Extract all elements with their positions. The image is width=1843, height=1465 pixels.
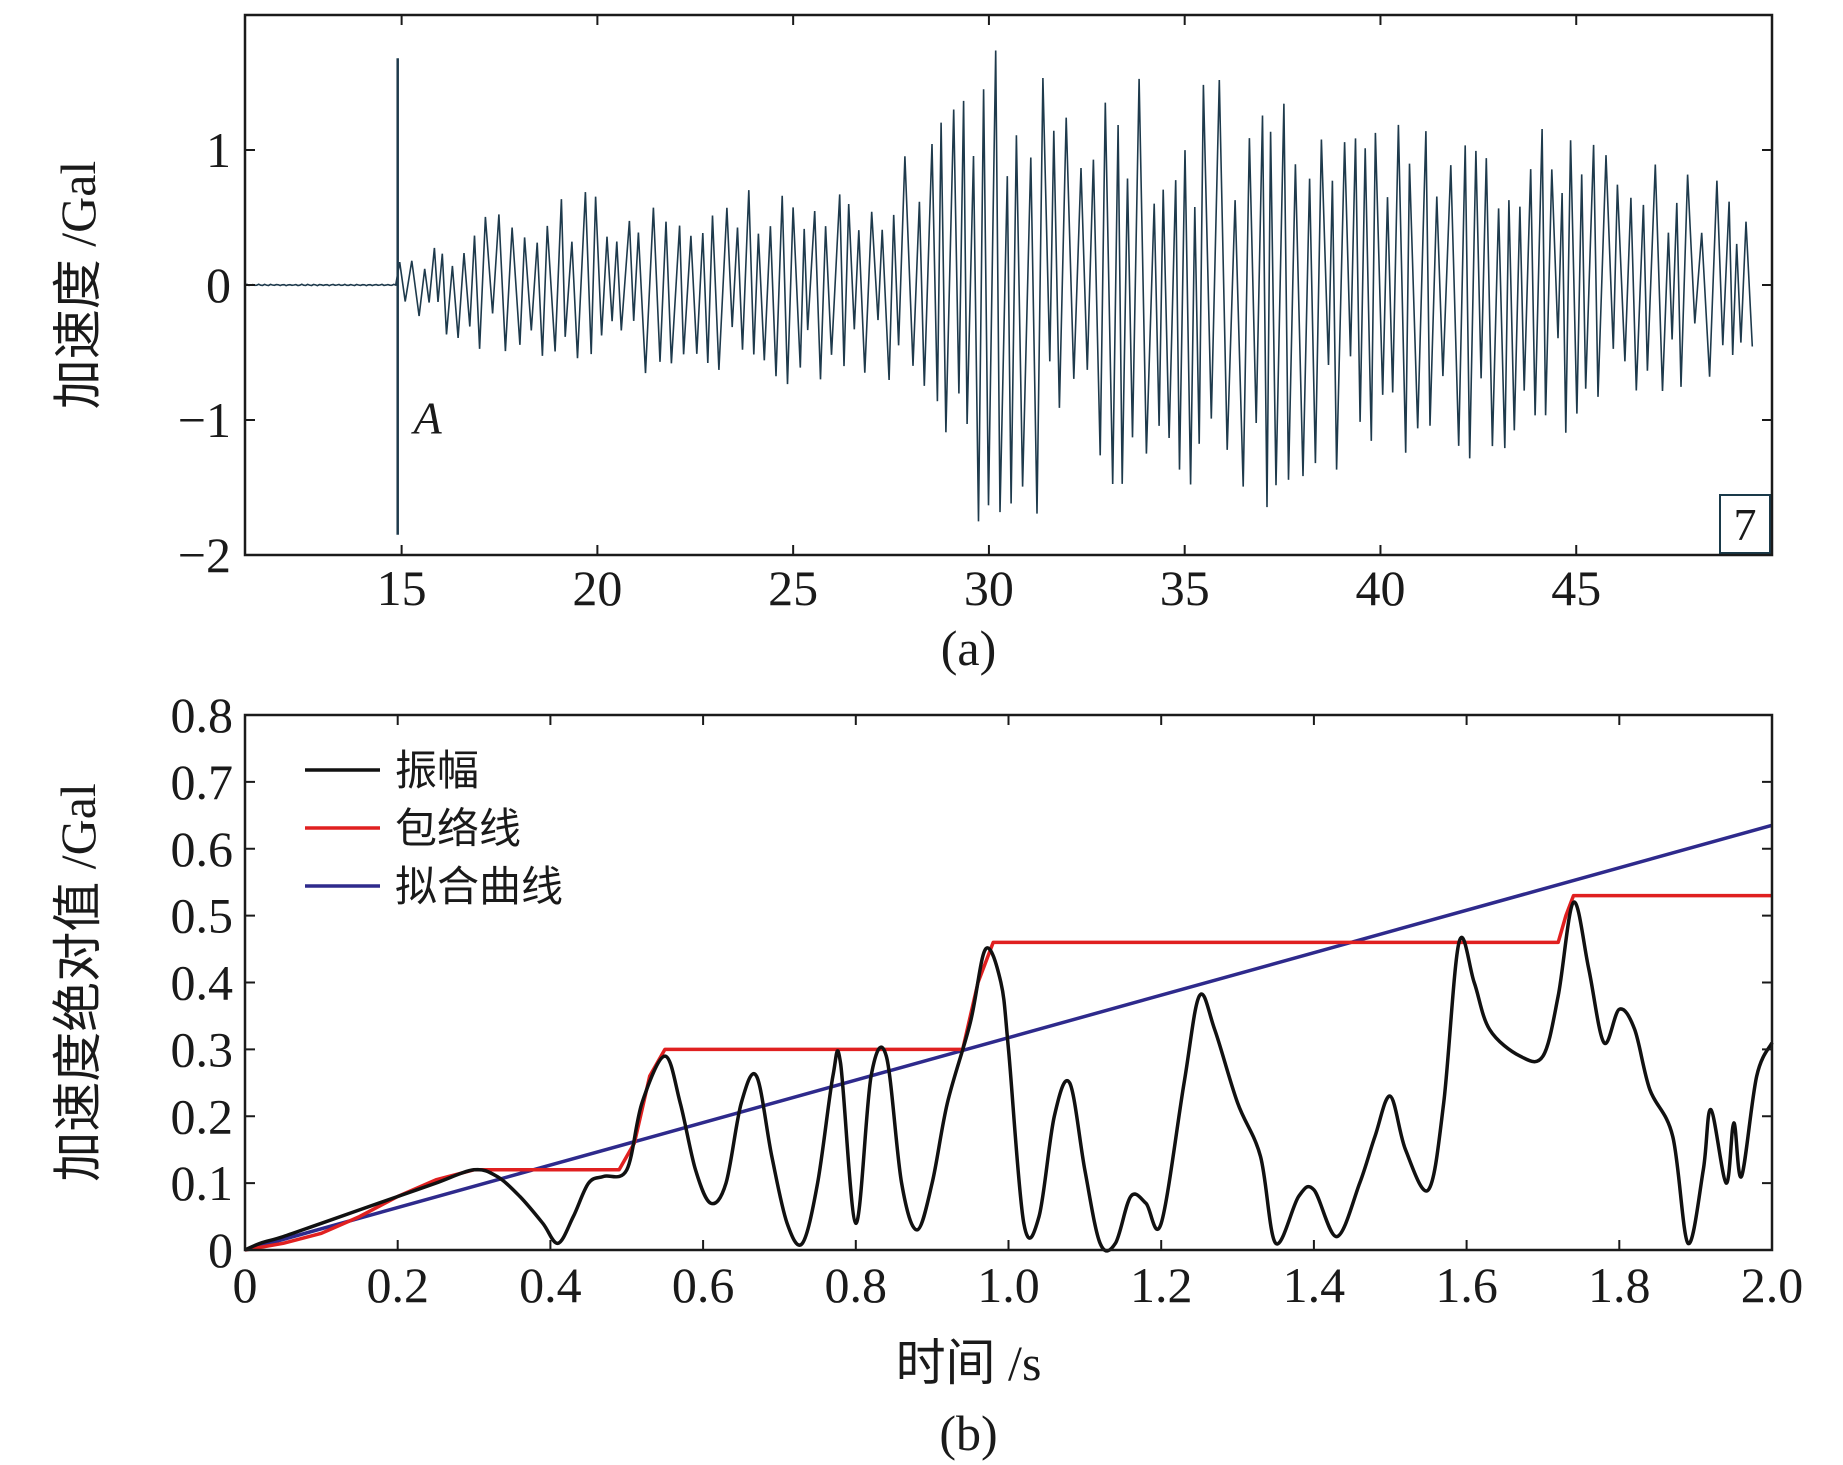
panel-b-x-tick-label: 1.0 — [977, 1257, 1040, 1313]
panel-b-series — [244, 823, 1774, 1253]
series-envelope-line — [244, 893, 1772, 1252]
panel-b-y-tick-label: 0.2 — [171, 1088, 234, 1144]
panel-a-box-label-text: 7 — [1734, 499, 1757, 550]
panel-b-x-tick-label: 0 — [233, 1257, 258, 1313]
panel-b-y-tick-label: 0 — [208, 1222, 233, 1278]
panel-a-y-tick-label: 1 — [206, 122, 231, 178]
panel-a-x-axis: 15 20 25 30 35 40 45 — [377, 15, 1601, 616]
panel-a-caption: (a) — [941, 620, 997, 676]
series-amplitude-line — [244, 900, 1774, 1253]
panel-b-x-tick-label: 0.4 — [519, 1257, 582, 1313]
panel-b-x-tick-label: 1.8 — [1588, 1257, 1651, 1313]
panel-a-y-axis-label: 加速度 /Gal — [50, 161, 106, 410]
panel-b-y-tick-label: 0.4 — [171, 955, 234, 1011]
panel-a-x-tick-label: 15 — [377, 560, 427, 616]
panel-a-box-label: 7 — [1719, 494, 1771, 554]
panel-b-caption: (b) — [939, 1405, 997, 1461]
legend-label-fitted-curve: 拟合曲线 — [395, 865, 563, 911]
panel-a-annotation-label: A — [411, 393, 443, 444]
panel-a-x-tick-label: 20 — [572, 560, 622, 616]
panel-b-x-tick-label: 0.6 — [672, 1257, 735, 1313]
panel-b-y-axis-label: 加速度绝对值 /Gal — [50, 783, 106, 1182]
panel-b-y-tick-label: 0.3 — [171, 1021, 234, 1077]
panel-a-y-tick-label: 0 — [206, 257, 231, 313]
panel-b-y-axis: 0 0.1 0.2 0.3 0.4 0.5 0.6 0.7 0.8 — [171, 687, 1772, 1278]
panel-a-y-axis: −2 −1 0 1 — [178, 122, 1772, 583]
panel-a-x-tick-label: 35 — [1160, 560, 1210, 616]
panel-b-y-tick-label: 0.6 — [171, 821, 234, 877]
panel-b-x-tick-label: 1.2 — [1130, 1257, 1193, 1313]
legend-label-amplitude: 振幅 — [395, 749, 479, 795]
panel-b-x-axis-label: 时间 /s — [896, 1335, 1042, 1391]
panel-a-signal-line — [244, 50, 1754, 522]
panel-a-x-tick-label: 30 — [964, 560, 1014, 616]
panel-a-y-tick-label: −1 — [178, 392, 231, 448]
panel-b-x-tick-label: 0.2 — [366, 1257, 429, 1313]
panel-a: A 7 15 20 25 30 35 40 45 −2 −1 0 1 加速度 /Gal (a) — [50, 13, 1774, 676]
panel-a-x-tick-label: 25 — [768, 560, 818, 616]
panel-b-x-tick-label: 2.0 — [1741, 1257, 1804, 1313]
panel-b-y-tick-label: 0.5 — [171, 888, 234, 944]
legend-label-envelope: 包络线 — [395, 806, 521, 853]
panel-b-x-axis: 0 0.2 0.4 0.6 0.8 1.0 1.2 1.4 1.6 1.8 2.0 — [233, 715, 1804, 1313]
panel-b-x-tick-label: 1.4 — [1283, 1257, 1346, 1313]
panel-b-y-tick-label: 0.1 — [171, 1155, 234, 1211]
panel-a-box-label-frame — [1719, 494, 1771, 554]
panel-b: 0 0.2 0.4 0.6 0.8 1.0 1.2 1.4 1.6 1.8 2.0 00.10.20… — [50, 687, 1803, 1461]
panel-b-y-tick-label: 0.8 — [171, 687, 234, 743]
panel-b-x-tick-label: 1.6 — [1435, 1257, 1498, 1313]
panel-a-x-tick-label: 45 — [1551, 560, 1601, 616]
panel-a-y-tick-label: −2 — [178, 527, 231, 583]
panel-a-x-tick-label: 40 — [1355, 560, 1405, 616]
panel-b-y-tick-label: 0.7 — [171, 754, 234, 810]
panel-b-x-tick-label: 0.8 — [825, 1257, 888, 1313]
panel-a-signal-path — [244, 50, 1754, 522]
